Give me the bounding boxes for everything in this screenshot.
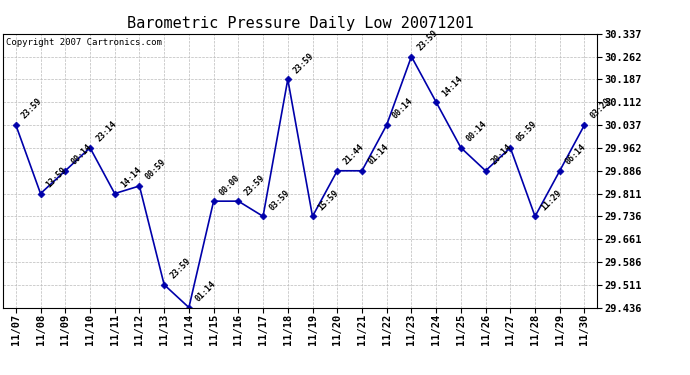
Text: 21:44: 21:44 [342, 142, 366, 166]
Title: Barometric Pressure Daily Low 20071201: Barometric Pressure Daily Low 20071201 [127, 16, 473, 31]
Text: 14:14: 14:14 [440, 74, 464, 98]
Text: 20:14: 20:14 [490, 142, 514, 166]
Text: 23:59: 23:59 [168, 256, 193, 280]
Text: 06:14: 06:14 [564, 142, 588, 166]
Text: 05:59: 05:59 [515, 120, 538, 144]
Text: 01:14: 01:14 [193, 279, 217, 303]
Text: 23:59: 23:59 [242, 173, 266, 197]
Text: 03:59: 03:59 [267, 188, 291, 212]
Text: 03:29: 03:29 [589, 97, 613, 121]
Text: Copyright 2007 Cartronics.com: Copyright 2007 Cartronics.com [6, 38, 162, 47]
Text: 23:14: 23:14 [94, 120, 118, 144]
Text: 01:14: 01:14 [366, 142, 390, 166]
Text: 11:29: 11:29 [539, 188, 563, 212]
Text: 23:59: 23:59 [292, 51, 316, 75]
Text: 15:59: 15:59 [317, 188, 341, 212]
Text: 00:14: 00:14 [465, 120, 489, 144]
Text: 13:59: 13:59 [45, 165, 69, 189]
Text: 00:00: 00:00 [218, 173, 241, 197]
Text: 00:14: 00:14 [391, 97, 415, 121]
Text: 00:59: 00:59 [144, 158, 168, 182]
Text: 23:59: 23:59 [415, 28, 440, 53]
Text: 00:14: 00:14 [70, 142, 93, 166]
Text: 23:59: 23:59 [20, 97, 44, 121]
Text: 14:14: 14:14 [119, 165, 143, 189]
